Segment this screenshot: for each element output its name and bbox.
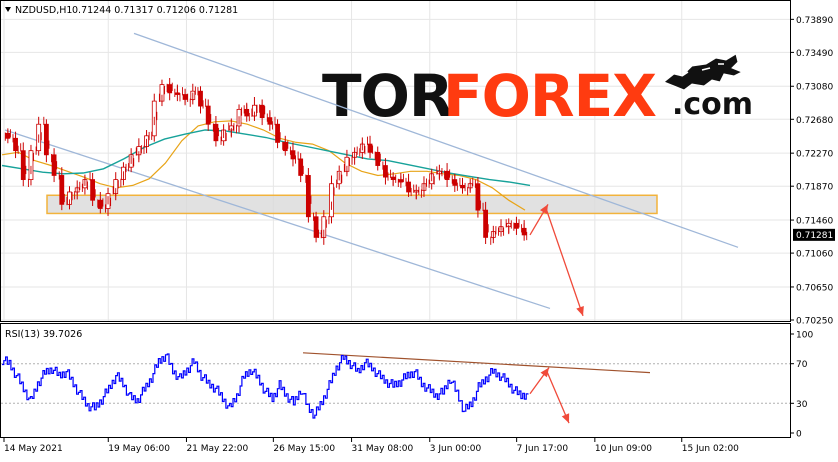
rsi-forecast-up-arrow-head (540, 367, 549, 378)
candles-group (4, 77, 528, 245)
channel-lower-line (4, 129, 551, 310)
price-tick-label: 0.72680 (796, 116, 833, 126)
bull-icon (663, 53, 744, 91)
price-tick-label: 0.71460 (796, 217, 833, 227)
time-tick-label: 10 Jun 09:00 (595, 444, 652, 454)
price-tick-label: 0.71870 (796, 183, 833, 193)
rsi-axis: 100 70 30 0 (790, 331, 813, 440)
time-axis: 14 May 2021 19 May 06:00 21 May 22:00 26 Ma… (3, 438, 739, 454)
candle-body (28, 150, 34, 180)
price-tick-label: 0.70250 (796, 317, 833, 327)
ohlc-values: 0.71244 0.71317 0.71206 0.71281 (72, 5, 238, 16)
price-tick-label: 0.73080 (796, 83, 833, 93)
forecast-up-arrow-head (539, 204, 548, 215)
collapse-triangle-icon (5, 7, 11, 12)
candle-body (329, 183, 334, 218)
time-tick-label: 14 May 2021 (4, 444, 63, 454)
logo-text-forex: FOREX (443, 62, 656, 130)
time-tick-label: 26 May 15:00 (273, 444, 335, 454)
time-tick-label: 15 Jun 02:00 (682, 444, 739, 454)
time-tick-label: 19 May 06:00 (108, 444, 170, 454)
rsi-tick-label: 0 (796, 430, 802, 440)
candle-body (305, 175, 311, 218)
price-tick-label: 0.73890 (796, 16, 833, 26)
time-tick-label: 31 May 08:00 (352, 444, 414, 454)
rsi-tick-label: 30 (796, 400, 808, 410)
rsi-forecast-down-arrow (546, 371, 570, 424)
logo-text-com: .com (672, 87, 753, 122)
time-tick-label: 3 Jun 00:00 (430, 444, 482, 454)
price-tick-label: 0.71060 (796, 250, 833, 260)
price-tick-label: 0.70650 (796, 283, 833, 293)
time-tick-label: 7 Jun 17:00 (517, 444, 569, 454)
price-axis: 0.73890 0.73490 0.73080 0.72680 0.72270 0.718… (790, 16, 833, 327)
rsi-label: RSI(13) 39.7026 (5, 329, 82, 340)
rsi-trendline (302, 352, 651, 374)
rsi-grid (1, 363, 790, 404)
forecast-arrows-main (529, 204, 584, 317)
rsi-forecast-down-arrow-head (561, 413, 570, 424)
rsi-tick-label: 100 (796, 331, 813, 341)
forecast-arrows-rsi (529, 367, 570, 424)
chart-header: NZDUSD,H1 0.71244 0.71317 0.71206 0.7128… (5, 5, 238, 16)
rsi-pane-frame (0, 323, 791, 438)
rsi-tick-label: 70 (796, 360, 808, 370)
current-price-tag: 0.71281 (793, 228, 835, 241)
time-tick-label: 21 May 22:00 (186, 444, 248, 454)
channel-upper-line (133, 32, 739, 248)
forecast-down-arrow-head (576, 306, 584, 316)
main-grid (1, 1, 790, 321)
rsi-line (2, 353, 529, 419)
price-tick-label: 0.73490 (796, 49, 833, 59)
time-axis-bg (0, 438, 838, 458)
support-zone (46, 194, 658, 215)
symbol-timeframe: NZDUSD,H1 (15, 5, 72, 16)
torforex-logo: TOR FOREX .com (322, 53, 753, 130)
current-price-label: 0.71281 (796, 231, 833, 241)
candle-body (59, 175, 65, 205)
candle-body (475, 183, 481, 211)
price-tick-label: 0.72270 (796, 150, 833, 160)
logo-text-tor: TOR (322, 62, 453, 130)
forecast-down-arrow (545, 208, 584, 317)
